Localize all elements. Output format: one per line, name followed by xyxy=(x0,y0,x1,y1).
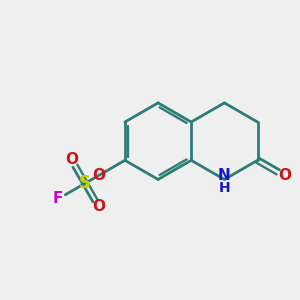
Text: S: S xyxy=(79,174,91,192)
Text: O: O xyxy=(65,152,78,167)
Text: O: O xyxy=(92,200,105,214)
Text: F: F xyxy=(53,191,63,206)
Text: O: O xyxy=(278,168,291,183)
Text: N: N xyxy=(218,168,231,183)
Text: O: O xyxy=(92,168,105,183)
Text: H: H xyxy=(219,181,230,195)
